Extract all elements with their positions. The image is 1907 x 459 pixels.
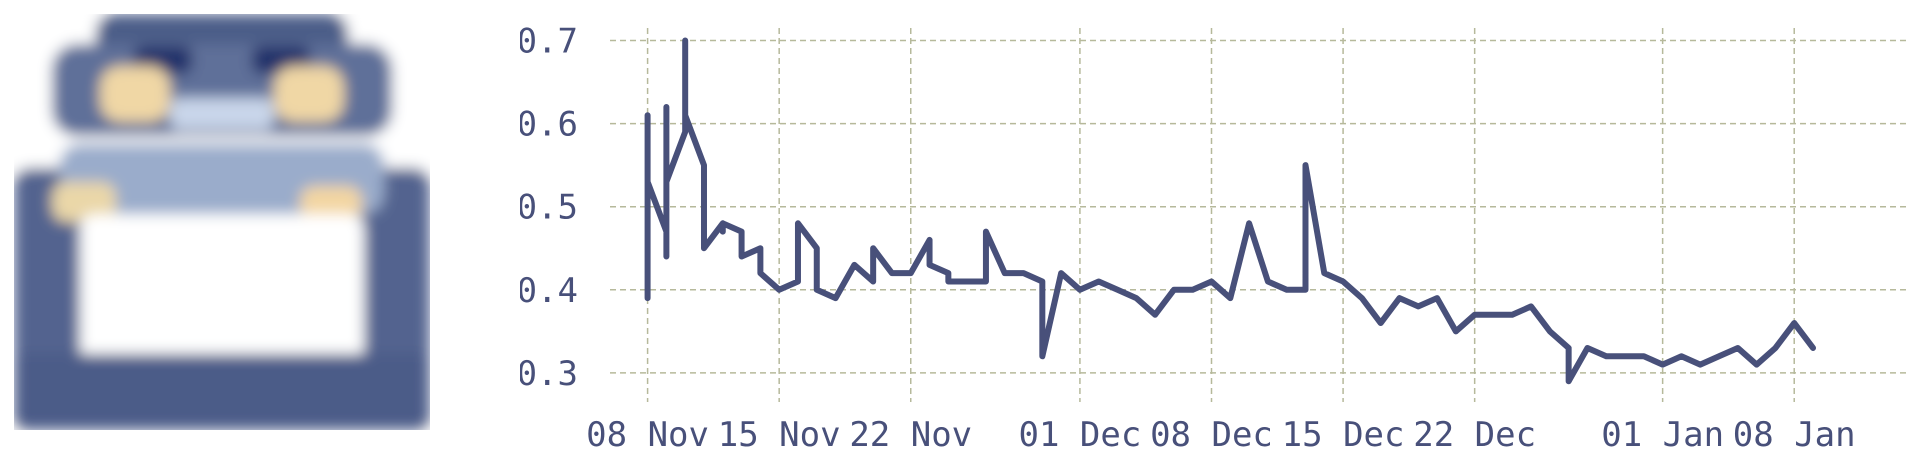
robot-left-light <box>52 182 116 222</box>
x-tick-label: 08 Jan <box>1733 415 1856 455</box>
x-tick-label: 08 Nov <box>586 415 709 455</box>
robot-icon <box>14 14 430 430</box>
y-tick-label: 0.3 <box>520 354 578 394</box>
robot-left-cheek <box>100 66 170 122</box>
chart-svg: 0.30.40.50.60.708 Nov 15 Nov 22 Nov 01 Dec 0… <box>520 21 1907 455</box>
robot-base <box>14 354 430 430</box>
x-tick-label: 22 Dec <box>1413 415 1536 455</box>
robot-right-cheek <box>274 66 344 122</box>
series-line <box>644 37 1817 385</box>
y-tick-label: 0.6 <box>520 105 578 145</box>
chart-axis-labels: 0.30.40.50.60.708 Nov 15 Nov 22 Nov 01 Dec 0… <box>520 21 1856 455</box>
robot-screen <box>80 214 364 364</box>
x-tick-label: 01 Jan <box>1601 415 1724 455</box>
robot-icon-graphic <box>14 14 430 430</box>
y-tick-label: 0.7 <box>520 21 578 61</box>
y-tick-label: 0.4 <box>520 271 578 311</box>
robot-right-light <box>300 186 362 220</box>
chart-grid <box>610 28 1907 402</box>
x-tick-label: 15 Dec <box>1282 415 1405 455</box>
x-tick-label: 08 Dec <box>1150 415 1273 455</box>
x-tick-label: 15 Nov <box>718 415 841 455</box>
x-tick-label: 01 Dec <box>1019 415 1142 455</box>
y-tick-label: 0.5 <box>520 188 578 228</box>
x-tick-label: 22 Nov <box>849 415 972 455</box>
robot-mouth <box>170 98 274 130</box>
line-chart: 0.3 0.4 0.5 0.6 0.7 08 Nov 15 Nov 22 Nov 01 Dec 0… <box>520 0 1907 459</box>
